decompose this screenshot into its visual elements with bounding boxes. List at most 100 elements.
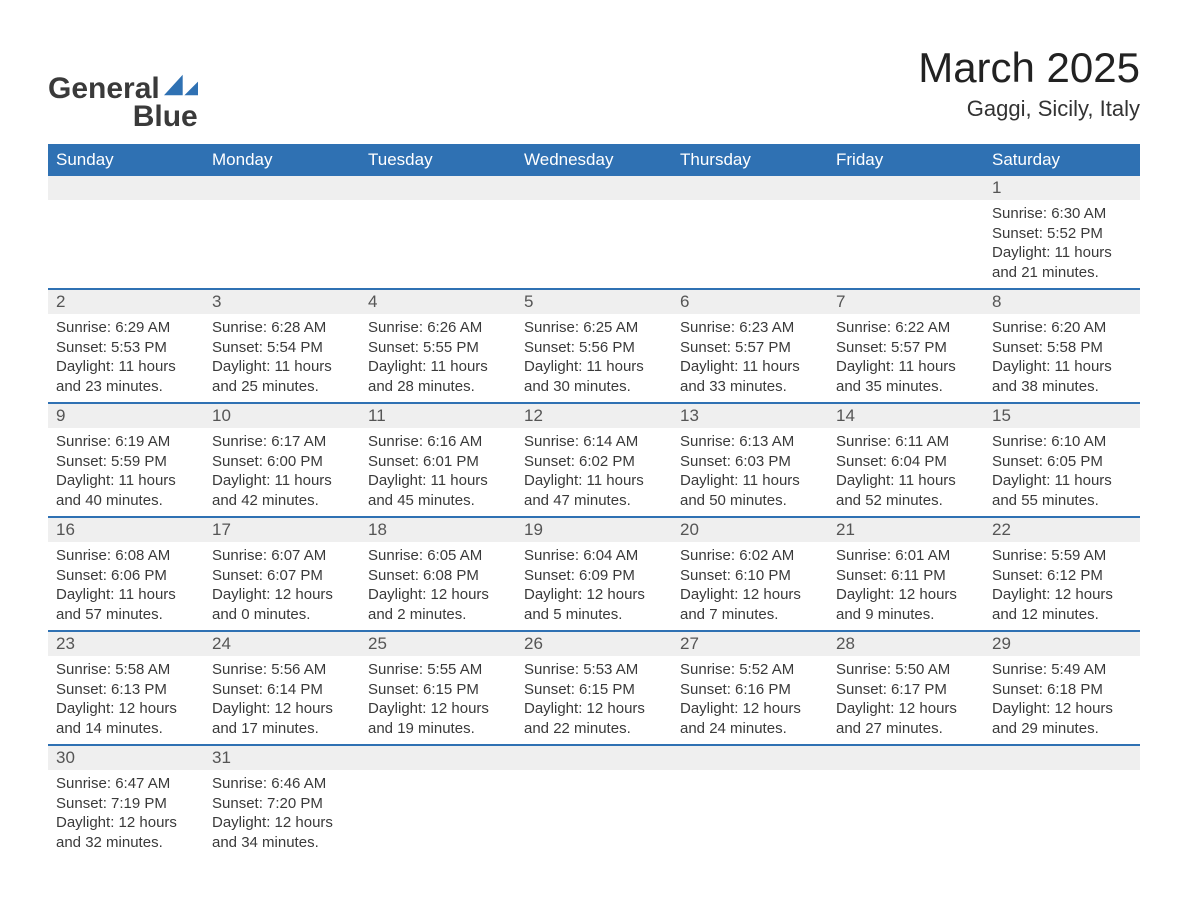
sunset-text: Sunset: 5:53 PM: [56, 338, 196, 358]
day-content: Sunrise: 6:28 AMSunset: 5:54 PMDaylight:…: [204, 314, 360, 402]
day-content: Sunrise: 6:46 AMSunset: 7:20 PMDaylight:…: [204, 770, 360, 858]
day-header: Monday: [204, 144, 360, 176]
day-number: 14: [828, 404, 984, 428]
day-content: Sunrise: 5:50 AMSunset: 6:17 PMDaylight:…: [828, 656, 984, 744]
calendar-cell: 22Sunrise: 5:59 AMSunset: 6:12 PMDayligh…: [984, 517, 1140, 631]
sunset-text: Sunset: 7:19 PM: [56, 794, 196, 814]
sunset-text: Sunset: 6:08 PM: [368, 566, 508, 586]
day-number: 27: [672, 632, 828, 656]
daylight-line2: and 34 minutes.: [212, 833, 352, 853]
day-content: Sunrise: 5:56 AMSunset: 6:14 PMDaylight:…: [204, 656, 360, 744]
daylight-line2: and 57 minutes.: [56, 605, 196, 625]
day-number: 5: [516, 290, 672, 314]
calendar-cell: 31Sunrise: 6:46 AMSunset: 7:20 PMDayligh…: [204, 745, 360, 858]
day-content: [828, 200, 984, 272]
sunrise-text: Sunrise: 6:28 AM: [212, 318, 352, 338]
day-content: Sunrise: 6:26 AMSunset: 5:55 PMDaylight:…: [360, 314, 516, 402]
day-content: Sunrise: 6:47 AMSunset: 7:19 PMDaylight:…: [48, 770, 204, 858]
day-content: Sunrise: 5:49 AMSunset: 6:18 PMDaylight:…: [984, 656, 1140, 744]
calendar-page: General Blue March 2025 Gaggi, Sicily, I…: [0, 0, 1188, 918]
day-number: 4: [360, 290, 516, 314]
sunset-text: Sunset: 5:54 PM: [212, 338, 352, 358]
calendar-cell: 13Sunrise: 6:13 AMSunset: 6:03 PMDayligh…: [672, 403, 828, 517]
sunset-text: Sunset: 5:52 PM: [992, 224, 1132, 244]
daylight-line1: Daylight: 11 hours: [212, 357, 352, 377]
calendar-week-row: 2Sunrise: 6:29 AMSunset: 5:53 PMDaylight…: [48, 289, 1140, 403]
sunrise-text: Sunrise: 5:49 AM: [992, 660, 1132, 680]
calendar-cell: 21Sunrise: 6:01 AMSunset: 6:11 PMDayligh…: [828, 517, 984, 631]
daylight-line1: Daylight: 11 hours: [836, 471, 976, 491]
daylight-line2: and 30 minutes.: [524, 377, 664, 397]
sunset-text: Sunset: 6:03 PM: [680, 452, 820, 472]
day-content: Sunrise: 6:05 AMSunset: 6:08 PMDaylight:…: [360, 542, 516, 630]
day-content: Sunrise: 5:55 AMSunset: 6:15 PMDaylight:…: [360, 656, 516, 744]
day-number: 30: [48, 746, 204, 770]
day-number: [672, 746, 828, 770]
day-header: Saturday: [984, 144, 1140, 176]
daylight-line1: Daylight: 12 hours: [680, 699, 820, 719]
calendar-week-row: 1Sunrise: 6:30 AMSunset: 5:52 PMDaylight…: [48, 176, 1140, 289]
sunset-text: Sunset: 6:10 PM: [680, 566, 820, 586]
sunrise-text: Sunrise: 5:50 AM: [836, 660, 976, 680]
sunrise-text: Sunrise: 6:19 AM: [56, 432, 196, 452]
daylight-line1: Daylight: 12 hours: [368, 699, 508, 719]
daylight-line1: Daylight: 12 hours: [680, 585, 820, 605]
day-content: [48, 200, 204, 272]
daylight-line1: Daylight: 12 hours: [836, 585, 976, 605]
daylight-line1: Daylight: 12 hours: [212, 585, 352, 605]
day-content: Sunrise: 6:11 AMSunset: 6:04 PMDaylight:…: [828, 428, 984, 516]
day-content: Sunrise: 6:16 AMSunset: 6:01 PMDaylight:…: [360, 428, 516, 516]
daylight-line2: and 7 minutes.: [680, 605, 820, 625]
day-content: Sunrise: 6:30 AMSunset: 5:52 PMDaylight:…: [984, 200, 1140, 288]
day-number: 7: [828, 290, 984, 314]
day-number: [984, 746, 1140, 770]
daylight-line1: Daylight: 11 hours: [680, 471, 820, 491]
sunrise-text: Sunrise: 6:13 AM: [680, 432, 820, 452]
calendar-table: Sunday Monday Tuesday Wednesday Thursday…: [48, 144, 1140, 858]
calendar-cell: [672, 176, 828, 289]
sunrise-text: Sunrise: 6:14 AM: [524, 432, 664, 452]
sunrise-text: Sunrise: 6:10 AM: [992, 432, 1132, 452]
calendar-cell: 1Sunrise: 6:30 AMSunset: 5:52 PMDaylight…: [984, 176, 1140, 289]
day-number: 28: [828, 632, 984, 656]
daylight-line1: Daylight: 11 hours: [524, 471, 664, 491]
daylight-line2: and 40 minutes.: [56, 491, 196, 511]
sunrise-text: Sunrise: 6:23 AM: [680, 318, 820, 338]
header-row: General Blue March 2025 Gaggi, Sicily, I…: [48, 44, 1140, 134]
day-number: 24: [204, 632, 360, 656]
logo-text-wrap: General Blue: [48, 72, 198, 134]
calendar-cell: 3Sunrise: 6:28 AMSunset: 5:54 PMDaylight…: [204, 289, 360, 403]
sunset-text: Sunset: 6:12 PM: [992, 566, 1132, 586]
day-content: Sunrise: 6:20 AMSunset: 5:58 PMDaylight:…: [984, 314, 1140, 402]
day-content: Sunrise: 5:58 AMSunset: 6:13 PMDaylight:…: [48, 656, 204, 744]
sunset-text: Sunset: 6:16 PM: [680, 680, 820, 700]
sunset-text: Sunset: 6:15 PM: [524, 680, 664, 700]
calendar-cell: 12Sunrise: 6:14 AMSunset: 6:02 PMDayligh…: [516, 403, 672, 517]
day-number: [360, 746, 516, 770]
daylight-line2: and 52 minutes.: [836, 491, 976, 511]
sunset-text: Sunset: 5:58 PM: [992, 338, 1132, 358]
day-header-row: Sunday Monday Tuesday Wednesday Thursday…: [48, 144, 1140, 176]
daylight-line1: Daylight: 11 hours: [680, 357, 820, 377]
day-number: 22: [984, 518, 1140, 542]
day-number: 3: [204, 290, 360, 314]
day-content: Sunrise: 5:53 AMSunset: 6:15 PMDaylight:…: [516, 656, 672, 744]
day-content: Sunrise: 6:25 AMSunset: 5:56 PMDaylight:…: [516, 314, 672, 402]
calendar-cell: 15Sunrise: 6:10 AMSunset: 6:05 PMDayligh…: [984, 403, 1140, 517]
brand-logo: General Blue: [48, 44, 198, 134]
daylight-line1: Daylight: 12 hours: [524, 699, 664, 719]
calendar-cell: 2Sunrise: 6:29 AMSunset: 5:53 PMDaylight…: [48, 289, 204, 403]
calendar-cell: 23Sunrise: 5:58 AMSunset: 6:13 PMDayligh…: [48, 631, 204, 745]
day-number: 23: [48, 632, 204, 656]
calendar-cell: [672, 745, 828, 858]
brand-name-2: Blue: [133, 100, 198, 133]
day-header: Sunday: [48, 144, 204, 176]
calendar-cell: 4Sunrise: 6:26 AMSunset: 5:55 PMDaylight…: [360, 289, 516, 403]
calendar-week-row: 16Sunrise: 6:08 AMSunset: 6:06 PMDayligh…: [48, 517, 1140, 631]
calendar-week-row: 9Sunrise: 6:19 AMSunset: 5:59 PMDaylight…: [48, 403, 1140, 517]
sunset-text: Sunset: 6:04 PM: [836, 452, 976, 472]
sunset-text: Sunset: 6:07 PM: [212, 566, 352, 586]
sunset-text: Sunset: 6:14 PM: [212, 680, 352, 700]
day-number: 8: [984, 290, 1140, 314]
calendar-week-row: 30Sunrise: 6:47 AMSunset: 7:19 PMDayligh…: [48, 745, 1140, 858]
